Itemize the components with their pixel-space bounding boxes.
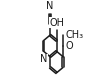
Text: N: N [46, 1, 54, 11]
Text: O: O [65, 41, 73, 51]
Text: OH: OH [49, 18, 64, 28]
Text: N: N [40, 54, 47, 64]
Text: CH₃: CH₃ [65, 30, 83, 40]
